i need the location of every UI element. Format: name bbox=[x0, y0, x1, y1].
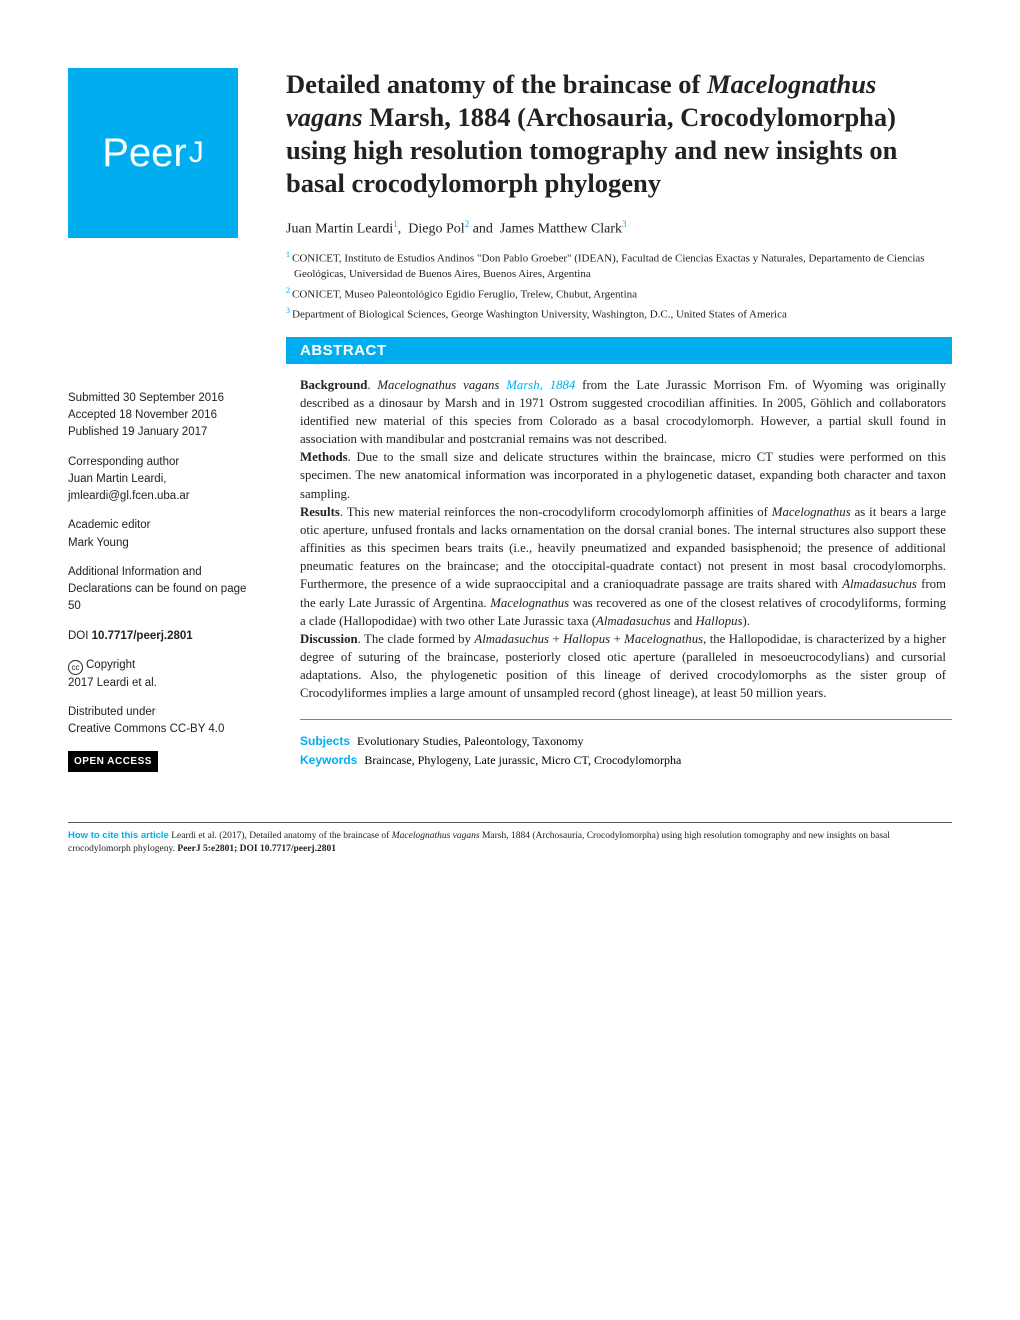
methods-text: . Due to the small size and delicate str… bbox=[300, 450, 946, 500]
article-title: Detailed anatomy of the braincase of Mac… bbox=[286, 68, 952, 201]
subjects-label: Subjects bbox=[300, 734, 350, 748]
author-2: Diego Pol bbox=[408, 221, 464, 236]
cite-journal: PeerJ bbox=[177, 844, 200, 854]
sidebar: PeerJ Submitted 30 September 2016 Accept… bbox=[68, 68, 258, 772]
aff-text-2: CONICET, Museo Paleontológico Egidio Fer… bbox=[292, 288, 637, 300]
additional-text: Additional Information and Declarations … bbox=[68, 564, 258, 616]
results-sp3: Macelognathus bbox=[490, 596, 569, 610]
keywords-label: Keywords bbox=[300, 753, 357, 767]
aff-text-3: Department of Biological Sciences, Georg… bbox=[292, 308, 787, 320]
results-and: and bbox=[671, 614, 696, 628]
abstract-body: Background. Macelognathus vagans Marsh, … bbox=[286, 364, 952, 713]
keywords-text: Braincase, Phylogeny, Late jurassic, Mic… bbox=[361, 753, 681, 767]
submitted-label: Submitted bbox=[68, 392, 120, 404]
disc-sp3: Macelognathus bbox=[624, 632, 703, 646]
article-meta: Submitted 30 September 2016 Accepted 18 … bbox=[68, 390, 258, 772]
aff-num-1: 1 bbox=[286, 250, 290, 259]
disc-t1: . The clade formed by bbox=[358, 632, 475, 646]
corr-name: Juan Martin Leardi, bbox=[68, 471, 258, 488]
submitted-date: 30 September 2016 bbox=[120, 392, 224, 404]
editor-name: Mark Young bbox=[68, 535, 258, 552]
abstract-header: ABSTRACT bbox=[286, 337, 952, 364]
logo-text: Peer bbox=[102, 131, 187, 176]
author-1-aff: 1 bbox=[393, 219, 398, 229]
sidebar-spacer bbox=[68, 258, 258, 390]
bg-pre: . bbox=[367, 378, 377, 392]
disc-p2: + bbox=[610, 632, 624, 646]
corr-email: jmleardi@gl.fcen.uba.ar bbox=[68, 488, 258, 505]
bg-label: Background bbox=[300, 378, 367, 392]
accepted-label: Accepted bbox=[68, 409, 116, 421]
affiliation-3: 3Department of Biological Sciences, Geor… bbox=[286, 305, 952, 323]
main-columns: PeerJ Submitted 30 September 2016 Accept… bbox=[68, 68, 952, 772]
abstract-rule bbox=[300, 719, 952, 720]
peerj-logo: PeerJ bbox=[68, 68, 238, 238]
results-sp4: Almadasuchus bbox=[596, 614, 671, 628]
copyright-holder: 2017 Leardi et al. bbox=[68, 675, 258, 692]
dist-label: Distributed under bbox=[68, 704, 258, 721]
results-t1: . This new material reinforces the non-c… bbox=[340, 505, 772, 519]
cite-pre: Leardi et al. (2017), Detailed anatomy o… bbox=[169, 831, 392, 841]
subjects-line: Subjects Evolutionary Studies, Paleontol… bbox=[286, 734, 952, 749]
disc-sp2: Hallopus bbox=[563, 632, 610, 646]
license-block: Distributed under Creative Commons CC-BY… bbox=[68, 704, 258, 739]
bg-cite[interactable]: Marsh, 1884 bbox=[506, 378, 575, 392]
cite-species: Macelognathus vagans bbox=[392, 831, 480, 841]
affiliation-1: 1CONICET, Instituto de Estudios Andinos … bbox=[286, 249, 952, 282]
aff-num-2: 2 bbox=[286, 286, 290, 295]
copyright-label: Copyright bbox=[86, 659, 135, 671]
published-line: Published 19 January 2017 bbox=[68, 424, 258, 441]
accepted-line: Accepted 18 November 2016 bbox=[68, 407, 258, 424]
affiliation-2: 2CONICET, Museo Paleontológico Egidio Fe… bbox=[286, 285, 952, 303]
cc-icon: cc bbox=[68, 660, 83, 675]
additional-block: Additional Information and Declarations … bbox=[68, 564, 258, 616]
results-sp2: Almadasuchus bbox=[842, 577, 917, 591]
content-column: Detailed anatomy of the braincase of Mac… bbox=[286, 68, 952, 772]
author-3: James Matthew Clark bbox=[500, 221, 622, 236]
page-container: PeerJ Submitted 30 September 2016 Accept… bbox=[0, 0, 1020, 896]
published-date: 19 January 2017 bbox=[119, 426, 208, 438]
author-1: Juan Martin Leardi bbox=[286, 221, 393, 236]
doi-label: DOI bbox=[68, 630, 88, 642]
cite-post: 5:e2801; DOI 10.7717/peerj.2801 bbox=[201, 844, 336, 854]
doi-value: 10.7717/peerj.2801 bbox=[88, 630, 192, 642]
methods-label: Methods bbox=[300, 450, 348, 464]
corr-label: Corresponding author bbox=[68, 454, 258, 471]
submitted-line: Submitted 30 September 2016 bbox=[68, 390, 258, 407]
subjects-text: Evolutionary Studies, Paleontology, Taxo… bbox=[354, 734, 583, 748]
author-2-aff: 2 bbox=[465, 219, 470, 229]
disc-sp1: Almadasuchus bbox=[474, 632, 549, 646]
editor-block: Academic editor Mark Young bbox=[68, 517, 258, 552]
aff-text-1: CONICET, Instituto de Estudios Andinos "… bbox=[292, 253, 925, 280]
citation-footer: How to cite this article Leardi et al. (… bbox=[68, 822, 952, 857]
aff-num-3: 3 bbox=[286, 306, 290, 315]
editor-label: Academic editor bbox=[68, 517, 258, 534]
corresponding-block: Corresponding author Juan Martin Leardi,… bbox=[68, 454, 258, 506]
open-access-badge: OPEN ACCESS bbox=[68, 751, 158, 772]
results-t5: ). bbox=[742, 614, 749, 628]
disc-p1: + bbox=[549, 632, 563, 646]
title-post: Marsh, 1884 (Archosauria, Crocodylomorph… bbox=[286, 102, 897, 198]
dist-license: Creative Commons CC-BY 4.0 bbox=[68, 721, 258, 738]
bg-species: Macelognathus vagans bbox=[377, 378, 499, 392]
title-pre: Detailed anatomy of the braincase of bbox=[286, 69, 707, 99]
results-sp1: Macelognathus bbox=[772, 505, 851, 519]
cite-label: How to cite this article bbox=[68, 830, 169, 841]
keywords-line: Keywords Braincase, Phylogeny, Late jura… bbox=[286, 753, 952, 768]
author-3-aff: 3 bbox=[622, 219, 627, 229]
accepted-date: 18 November 2016 bbox=[116, 409, 217, 421]
published-label: Published bbox=[68, 426, 119, 438]
logo-j: J bbox=[189, 136, 204, 170]
dates-block: Submitted 30 September 2016 Accepted 18 … bbox=[68, 390, 258, 442]
results-label: Results bbox=[300, 505, 340, 519]
copyright-line: ccCopyright bbox=[68, 657, 258, 675]
disc-label: Discussion bbox=[300, 632, 358, 646]
copyright-block: ccCopyright 2017 Leardi et al. bbox=[68, 657, 258, 692]
results-sp5: Hallopus bbox=[696, 614, 743, 628]
author-list: Juan Martin Leardi1, Diego Pol2 and Jame… bbox=[286, 219, 952, 238]
doi-block: DOI 10.7717/peerj.2801 bbox=[68, 628, 258, 645]
